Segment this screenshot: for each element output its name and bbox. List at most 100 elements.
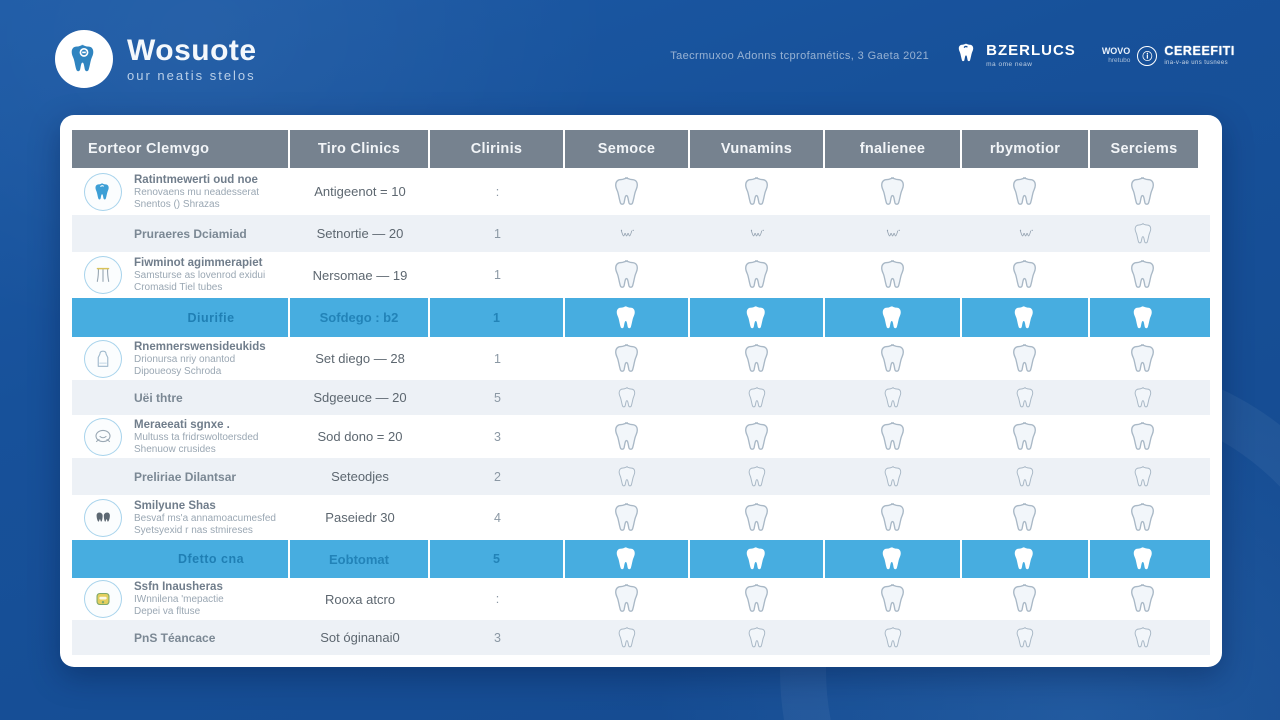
table-row[interactable]: Diurifie Sofdego : b2 1 xyxy=(72,298,1210,337)
brand-logo[interactable]: Wosuote our neatis stelos xyxy=(55,30,257,88)
provider-detail: Snentos () Shrazas xyxy=(134,198,220,210)
provider-detail: Shenuow crusides xyxy=(134,443,216,455)
column-header[interactable]: Eorteor Clemvgo xyxy=(72,130,290,168)
provider-name: Ssfn Inausheras xyxy=(134,581,223,593)
tooth-icon xyxy=(1090,380,1198,415)
table-row[interactable]: Fiwminot agimmerapiet Samsturse as lovenr… xyxy=(72,252,1210,298)
provider-detail: Besvaf ms'a annamoacumesfed xyxy=(134,512,276,524)
brand-tagline: our neatis stelos xyxy=(127,68,256,84)
tooth-icon xyxy=(690,168,825,215)
provider-cell: Rnemnerswensideukids Drionursa nriy onant… xyxy=(72,337,290,380)
column-header[interactable]: Semoce xyxy=(565,130,690,168)
tooth-icon xyxy=(565,458,690,495)
tooth-icon xyxy=(565,168,690,215)
tooth-icon xyxy=(565,578,690,620)
tooth-icon xyxy=(1090,252,1198,298)
face-icon xyxy=(84,417,122,456)
table-row[interactable]: Dfetto cna Eobtomat 5 xyxy=(72,540,1210,578)
count-cell: 2 xyxy=(494,469,501,484)
table-row[interactable]: Meraeeati sgnxe . Multuss ta fridrswoltoe… xyxy=(72,415,1210,458)
partner-logo-2[interactable]: WOVO hretubo ⓘ CEREEFITI ina-v-ae uns tu… xyxy=(1102,45,1235,66)
clinic-cell: Paseiedr 30 xyxy=(325,510,395,525)
clinic-cell: Setnortie — 20 xyxy=(316,226,404,241)
count-cell: 5 xyxy=(430,540,565,578)
tooth-icon xyxy=(565,380,690,415)
tooth-icon xyxy=(962,415,1090,458)
table-row[interactable]: PnS Téancace Sot óginanai0 3 xyxy=(72,620,1210,655)
table-row[interactable]: Smilyune Shas Besvaf ms'a annamoacumesfed… xyxy=(72,495,1210,540)
provider-detail: IWnnilena 'mepactie xyxy=(134,594,224,605)
provider-cell: Diurifie xyxy=(72,298,290,337)
header-note: Taecrmuxoo Adonns tcprofamétics, 3 Gaeta… xyxy=(670,49,930,62)
partner1-name: BZERLUCS xyxy=(986,42,1076,59)
tooth-icon xyxy=(1090,578,1198,620)
clinic-cell: Eobtomat xyxy=(290,540,430,578)
table-row[interactable]: Rnemnerswensideukids Drionursa nriy onant… xyxy=(72,337,1210,380)
tooth-icon xyxy=(1090,298,1198,337)
tooth-icon xyxy=(690,458,825,495)
provider-detail: Cromasid Tiel tubes xyxy=(134,282,223,293)
roots-icon xyxy=(565,215,690,252)
badge-icon: ⓘ xyxy=(1137,45,1158,66)
clinic-cell: Seteodjes xyxy=(331,469,389,484)
tooth-icon xyxy=(690,252,825,298)
provider-name: PnS Téancace xyxy=(134,630,216,645)
tooth-icon xyxy=(1090,495,1198,540)
clinic-cell: Rooxa atcro xyxy=(324,591,396,607)
tooth-icon xyxy=(1090,337,1198,380)
table-row[interactable]: Pruraeres Dciamiad Setnortie — 20 1 xyxy=(72,215,1210,252)
count-cell: : xyxy=(495,592,500,606)
provider-cell: Fiwminot agimmerapiet Samsturse as lovenr… xyxy=(72,252,290,298)
provider-detail: Renovaens mu neadesserat xyxy=(134,186,260,198)
table-row[interactable]: Uëi thtre Sdgeeuce — 20 5 xyxy=(72,380,1210,415)
tooth-icon xyxy=(825,495,962,540)
provider-name: Smilyune Shas xyxy=(134,499,216,512)
tooth-icon xyxy=(825,252,962,298)
provider-cell: Smilyune Shas Besvaf ms'a annamoacumesfed… xyxy=(72,495,290,540)
table-body: Ratintmewerti oud noe Renovaens mu neades… xyxy=(72,168,1210,655)
partner-logo-1[interactable]: BZERLUCS ma ome neaw xyxy=(955,40,1076,71)
count-cell: 5 xyxy=(494,390,501,405)
clinic-cell: Nersomae — 19 xyxy=(312,267,408,283)
tooth-icon xyxy=(962,495,1090,540)
column-header[interactable]: Vunamins xyxy=(690,130,825,168)
tooth-icon xyxy=(962,337,1090,380)
tooth-icon xyxy=(825,540,962,578)
tooth-icon xyxy=(962,298,1090,337)
clinic-cell: Antigeenot = 10 xyxy=(314,184,406,199)
provider-detail: Dipoueosy Schroda xyxy=(134,365,222,377)
clinic-cell: Set diego — 28 xyxy=(315,351,405,366)
clinic-cell: Sot óginanai0 xyxy=(320,630,400,645)
tooth-icon xyxy=(962,620,1090,655)
tooth-icon xyxy=(962,168,1090,215)
column-header[interactable]: Serciems xyxy=(1090,130,1198,168)
tooth-icon xyxy=(1090,458,1198,495)
provider-cell: Ratintmewerti oud noe Renovaens mu neades… xyxy=(72,168,290,215)
top-right-group: Taecrmuxoo Adonns tcprofamétics, 3 Gaeta… xyxy=(670,40,1235,71)
tooth-icon xyxy=(565,415,690,458)
table-row[interactable]: Preliriae Dilantsar Seteodjes 2 xyxy=(72,458,1210,495)
tooth-icon xyxy=(565,495,690,540)
roots-icon xyxy=(690,215,825,252)
tooth-icon xyxy=(1090,540,1198,578)
provider-cell: Meraeeati sgnxe . Multuss ta fridrswoltoe… xyxy=(72,415,290,458)
count-cell: 4 xyxy=(494,510,501,525)
tooth-icon xyxy=(690,415,825,458)
column-header[interactable]: Clirinis xyxy=(430,130,565,168)
count-cell: : xyxy=(495,184,500,199)
column-header[interactable]: rbymotior xyxy=(962,130,1090,168)
count-cell: 3 xyxy=(494,429,501,444)
table-row[interactable]: Ratintmewerti oud noe Renovaens mu neades… xyxy=(72,168,1210,215)
teeth-pair-icon xyxy=(84,498,122,537)
provider-detail: Samsturse as lovenrod exidui xyxy=(134,270,266,281)
table-row[interactable]: Ssfn Inausheras IWnnilena 'mepactie Depei … xyxy=(72,578,1210,620)
tooth-icon xyxy=(1090,168,1198,215)
clinic-cell: Sod dono = 20 xyxy=(317,429,403,444)
tooth-icon xyxy=(565,620,690,655)
column-header[interactable]: Tiro Clinics xyxy=(290,130,430,168)
column-header[interactable]: fnalienee xyxy=(825,130,962,168)
tooth-icon xyxy=(825,458,962,495)
tooth-icon xyxy=(690,495,825,540)
provider-cell: Dfetto cna xyxy=(72,540,290,578)
